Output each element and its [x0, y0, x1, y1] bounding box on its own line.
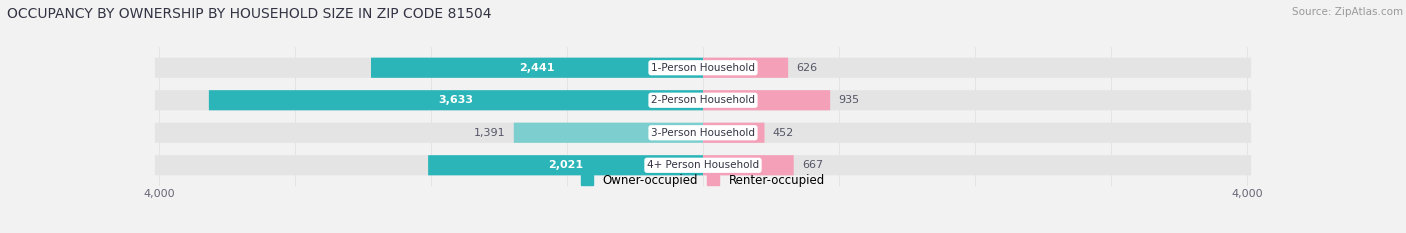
- Legend: Owner-occupied, Renter-occupied: Owner-occupied, Renter-occupied: [576, 169, 830, 192]
- FancyBboxPatch shape: [155, 90, 1251, 110]
- Text: 3,633: 3,633: [439, 95, 474, 105]
- Text: 1,391: 1,391: [474, 128, 506, 138]
- FancyBboxPatch shape: [703, 58, 789, 78]
- FancyBboxPatch shape: [703, 155, 794, 175]
- Text: OCCUPANCY BY OWNERSHIP BY HOUSEHOLD SIZE IN ZIP CODE 81504: OCCUPANCY BY OWNERSHIP BY HOUSEHOLD SIZE…: [7, 7, 492, 21]
- Text: 452: 452: [773, 128, 794, 138]
- FancyBboxPatch shape: [513, 123, 703, 143]
- Text: 1-Person Household: 1-Person Household: [651, 63, 755, 73]
- Text: 667: 667: [801, 160, 823, 170]
- FancyBboxPatch shape: [209, 90, 703, 110]
- FancyBboxPatch shape: [371, 58, 703, 78]
- Text: 935: 935: [838, 95, 859, 105]
- Text: 2,021: 2,021: [548, 160, 583, 170]
- Text: 4+ Person Household: 4+ Person Household: [647, 160, 759, 170]
- Text: 2,441: 2,441: [519, 63, 555, 73]
- FancyBboxPatch shape: [155, 123, 1251, 143]
- FancyBboxPatch shape: [155, 58, 1251, 78]
- FancyBboxPatch shape: [703, 90, 830, 110]
- FancyBboxPatch shape: [427, 155, 703, 175]
- FancyBboxPatch shape: [155, 155, 1251, 175]
- Text: 2-Person Household: 2-Person Household: [651, 95, 755, 105]
- FancyBboxPatch shape: [703, 123, 765, 143]
- Text: Source: ZipAtlas.com: Source: ZipAtlas.com: [1292, 7, 1403, 17]
- Text: 3-Person Household: 3-Person Household: [651, 128, 755, 138]
- Text: 626: 626: [796, 63, 817, 73]
